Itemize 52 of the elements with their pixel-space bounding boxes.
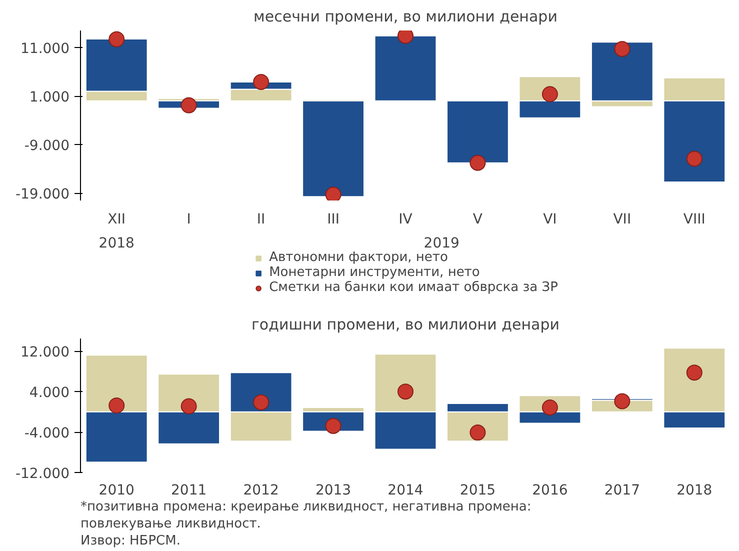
x-tick-label: 2016 [532,482,568,498]
legend-label: Сметки на банки кои имаат обврска за ЗР [269,280,558,295]
legend-label: Автономни фактори, нето [269,250,448,265]
x-tick-label: 2012 [243,482,279,498]
point [470,154,486,171]
legend-label: Монетарни инструменти, нето [269,265,480,280]
point [325,186,342,200]
y-tick-label: -12.000 [15,466,70,482]
text: Извор: НБРСМ. [80,534,180,548]
bar [446,100,509,164]
text: *позитивна промена: креирање ликвидност, негативна промена: [80,500,532,514]
point [614,393,630,410]
x-tick-label: VI [543,212,557,228]
x-tick-label: 2011 [171,482,207,498]
x-tick-label: 2013 [315,482,352,498]
y-tick-label: 11.000 [20,41,70,57]
x-tick-label: III [327,212,340,228]
y-tick-label: 1.000 [29,90,70,106]
bar [374,35,437,102]
y-tick-label: -9.000 [24,138,70,154]
x-tick-label: 2015 [460,482,496,498]
point [108,398,125,414]
x-tick-label: II [256,212,266,228]
chart-title: месечни промени, во милиони денари [254,8,558,26]
text: повлекување ликвидност. [80,516,261,532]
x-tick-label: V [472,212,483,228]
bar [302,100,364,198]
point [180,97,197,114]
y-tick-label: 4.000 [29,385,70,402]
point [686,150,702,167]
x-tick-label: 2017 [604,482,640,498]
x-tick-label: I [186,212,191,228]
chart-title: годишни промени, во милиони денари [252,316,560,334]
y-tick-label: -19.000 [15,186,70,203]
point [108,31,125,48]
point [253,394,270,410]
point [614,40,630,57]
text: 2019 [424,236,460,252]
x-tick-label: VIII [683,212,706,228]
text: 2018 [98,236,134,252]
x-tick-label: IV [398,212,413,228]
x-tick-label: 2014 [388,482,424,498]
x-tick-label: 2018 [676,482,712,498]
y-tick-label: 12.000 [20,344,70,361]
x-tick-label: XII [108,212,126,228]
y-tick-label: -4.000 [24,426,70,442]
point [253,74,270,90]
point [398,384,414,400]
point [180,398,197,414]
x-tick-label: 2010 [98,482,134,498]
x-tick-label: VII [613,212,632,228]
point [542,399,558,416]
